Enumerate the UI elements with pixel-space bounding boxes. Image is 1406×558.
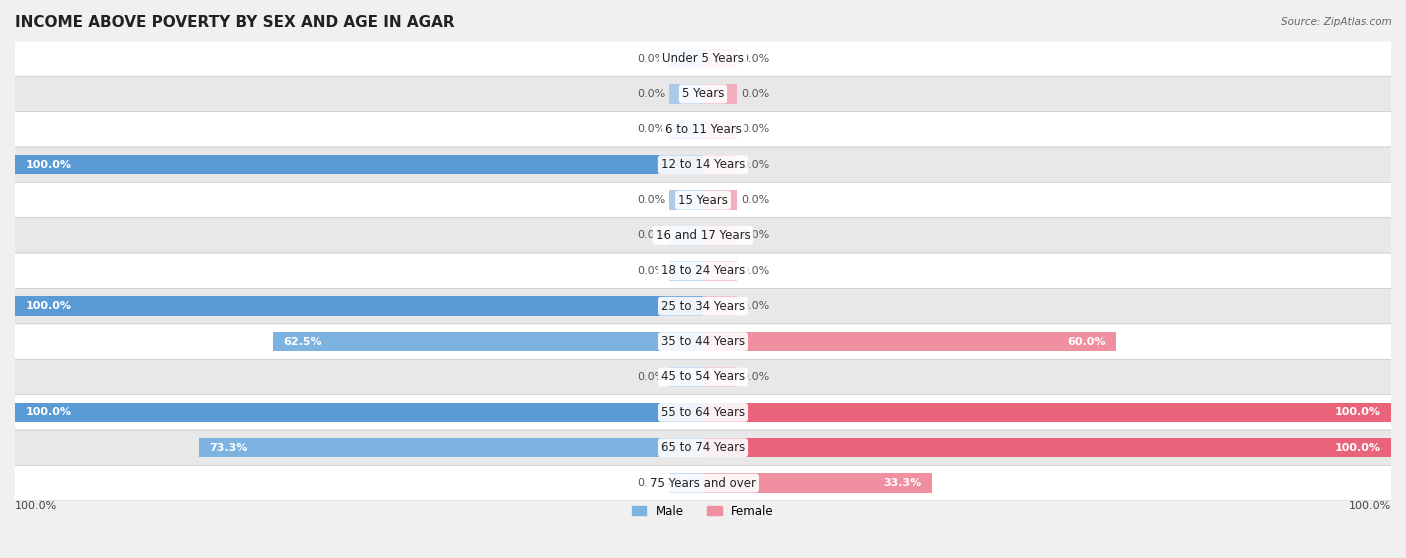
Bar <box>703 119 737 139</box>
Bar <box>703 261 737 281</box>
Text: 0.0%: 0.0% <box>637 478 665 488</box>
Text: 18 to 24 Years: 18 to 24 Years <box>661 264 745 277</box>
Text: 35 to 44 Years: 35 to 44 Years <box>661 335 745 348</box>
Text: 60.0%: 60.0% <box>1067 336 1105 347</box>
Bar <box>15 155 703 175</box>
Bar <box>669 190 703 210</box>
Text: 45 to 54 Years: 45 to 54 Years <box>661 371 745 383</box>
Text: 25 to 34 Years: 25 to 34 Years <box>661 300 745 312</box>
Bar <box>703 332 1116 352</box>
Bar <box>669 84 703 104</box>
Bar <box>669 261 703 281</box>
Text: 12 to 14 Years: 12 to 14 Years <box>661 158 745 171</box>
Text: 0.0%: 0.0% <box>741 89 769 99</box>
Bar <box>703 438 1391 458</box>
Text: 0.0%: 0.0% <box>637 372 665 382</box>
Text: 0.0%: 0.0% <box>637 266 665 276</box>
FancyBboxPatch shape <box>8 182 1398 218</box>
Bar <box>273 332 703 352</box>
Text: Under 5 Years: Under 5 Years <box>662 52 744 65</box>
Bar <box>669 119 703 139</box>
Bar <box>703 84 737 104</box>
FancyBboxPatch shape <box>8 465 1398 501</box>
Text: 0.0%: 0.0% <box>637 54 665 64</box>
FancyBboxPatch shape <box>8 218 1398 253</box>
Text: 75 Years and over: 75 Years and over <box>650 477 756 489</box>
FancyBboxPatch shape <box>8 359 1398 395</box>
Bar <box>15 403 703 422</box>
Text: 55 to 64 Years: 55 to 64 Years <box>661 406 745 419</box>
Text: 0.0%: 0.0% <box>637 89 665 99</box>
Text: 62.5%: 62.5% <box>284 336 322 347</box>
Bar <box>669 49 703 68</box>
Text: Source: ZipAtlas.com: Source: ZipAtlas.com <box>1281 17 1392 27</box>
FancyBboxPatch shape <box>8 76 1398 112</box>
Bar <box>703 190 737 210</box>
Text: 100.0%: 100.0% <box>15 501 58 511</box>
FancyBboxPatch shape <box>8 147 1398 182</box>
Text: 15 Years: 15 Years <box>678 194 728 206</box>
Bar <box>198 438 703 458</box>
Bar <box>703 155 737 175</box>
FancyBboxPatch shape <box>8 41 1398 76</box>
FancyBboxPatch shape <box>8 430 1398 465</box>
Bar <box>703 49 737 68</box>
Text: 0.0%: 0.0% <box>741 124 769 134</box>
Text: 0.0%: 0.0% <box>741 301 769 311</box>
Text: 100.0%: 100.0% <box>1348 501 1391 511</box>
Text: 0.0%: 0.0% <box>741 54 769 64</box>
Text: INCOME ABOVE POVERTY BY SEX AND AGE IN AGAR: INCOME ABOVE POVERTY BY SEX AND AGE IN A… <box>15 15 454 30</box>
Text: 0.0%: 0.0% <box>741 160 769 170</box>
FancyBboxPatch shape <box>8 288 1398 324</box>
Bar <box>15 296 703 316</box>
Text: 100.0%: 100.0% <box>25 301 72 311</box>
Text: 73.3%: 73.3% <box>209 442 247 453</box>
Legend: Male, Female: Male, Female <box>627 500 779 522</box>
Bar <box>669 473 703 493</box>
Bar <box>703 367 737 387</box>
FancyBboxPatch shape <box>8 253 1398 288</box>
Bar <box>703 226 737 245</box>
Text: 16 and 17 Years: 16 and 17 Years <box>655 229 751 242</box>
Text: 33.3%: 33.3% <box>883 478 922 488</box>
Text: 6 to 11 Years: 6 to 11 Years <box>665 123 741 136</box>
Text: 0.0%: 0.0% <box>741 230 769 240</box>
Bar <box>703 473 932 493</box>
Text: 65 to 74 Years: 65 to 74 Years <box>661 441 745 454</box>
Text: 100.0%: 100.0% <box>25 160 72 170</box>
Text: 0.0%: 0.0% <box>741 266 769 276</box>
Text: 0.0%: 0.0% <box>741 372 769 382</box>
FancyBboxPatch shape <box>8 112 1398 147</box>
Text: 100.0%: 100.0% <box>1334 407 1381 417</box>
Bar <box>703 403 1391 422</box>
Bar <box>669 367 703 387</box>
FancyBboxPatch shape <box>8 395 1398 430</box>
Bar <box>669 226 703 245</box>
Text: 5 Years: 5 Years <box>682 88 724 100</box>
Bar <box>703 296 737 316</box>
FancyBboxPatch shape <box>8 324 1398 359</box>
Text: 100.0%: 100.0% <box>1334 442 1381 453</box>
Text: 0.0%: 0.0% <box>741 195 769 205</box>
Text: 0.0%: 0.0% <box>637 195 665 205</box>
Text: 100.0%: 100.0% <box>25 407 72 417</box>
Text: 0.0%: 0.0% <box>637 124 665 134</box>
Text: 0.0%: 0.0% <box>637 230 665 240</box>
